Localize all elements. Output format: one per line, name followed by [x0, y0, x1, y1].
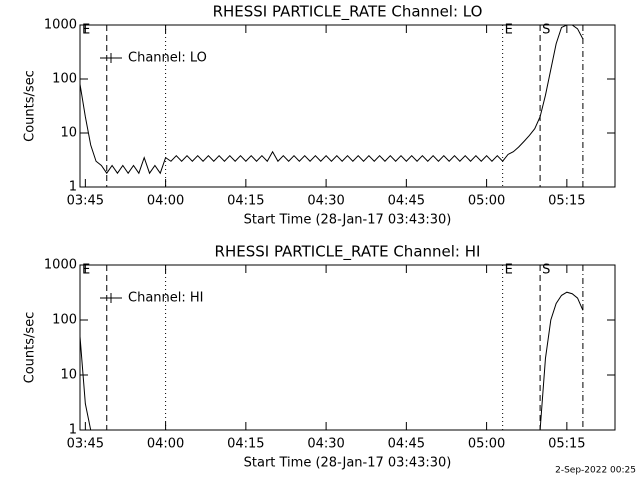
y-tick-label: 10	[60, 126, 77, 141]
x-axis-label: Start Time (28-Jan-17 03:43:30)	[244, 456, 452, 471]
plot-frame	[79, 264, 616, 431]
annotation: E	[82, 23, 90, 38]
x-tick-label: 05:00	[468, 194, 505, 209]
x-tick-label: 04:30	[307, 437, 344, 452]
y-tick-label: 1000	[44, 258, 77, 273]
y-tick-label: 10	[60, 368, 77, 383]
legend-label: Channel: LO	[128, 51, 207, 66]
x-tick-label: 05:15	[548, 437, 585, 452]
chart-title: RHESSI PARTICLE_RATE Channel: HI	[215, 243, 481, 262]
y-axis-label: Counts/sec	[23, 312, 38, 384]
chart: RHESSI PARTICLE_RATE Channel: HI Start Ti…	[23, 243, 616, 471]
x-tick-label: 04:00	[147, 437, 184, 452]
annotation: S	[542, 23, 550, 38]
x-tick-label: 05:00	[468, 437, 505, 452]
chart-title: RHESSI PARTICLE_RATE Channel: LO	[213, 3, 483, 22]
chart: RHESSI PARTICLE_RATE Channel: LO Start Ti…	[23, 3, 616, 228]
y-tick-label: 1000	[44, 18, 77, 33]
x-tick-label: 04:45	[388, 437, 425, 452]
legend-label: Channel: HI	[128, 291, 204, 306]
data-line	[80, 24, 584, 175]
y-tick-label: 100	[52, 313, 77, 328]
annotation: E	[82, 263, 90, 278]
data-line	[80, 291, 584, 430]
annotation: E	[505, 23, 513, 38]
x-tick-label: 04:15	[227, 194, 264, 209]
y-tick-label: 100	[52, 72, 77, 87]
annotation: S	[542, 263, 550, 278]
plot-frame	[79, 24, 616, 188]
y-tick-label: 1	[69, 180, 77, 195]
x-tick-label: 04:30	[307, 194, 344, 209]
x-axis-label: Start Time (28-Jan-17 03:43:30)	[244, 213, 452, 228]
x-tick-label: 04:00	[147, 194, 184, 209]
x-tick-label: 03:45	[67, 437, 104, 452]
y-axis-label: Counts/sec	[23, 70, 38, 142]
y-tick-label: 1	[69, 423, 77, 438]
x-tick-label: 03:45	[67, 194, 104, 209]
x-tick-label: 05:15	[548, 194, 585, 209]
annotation: E	[505, 263, 513, 278]
x-tick-label: 04:15	[227, 437, 264, 452]
footer: 2-Sep-2022 00:25	[555, 466, 636, 476]
x-tick-label: 04:45	[388, 194, 425, 209]
